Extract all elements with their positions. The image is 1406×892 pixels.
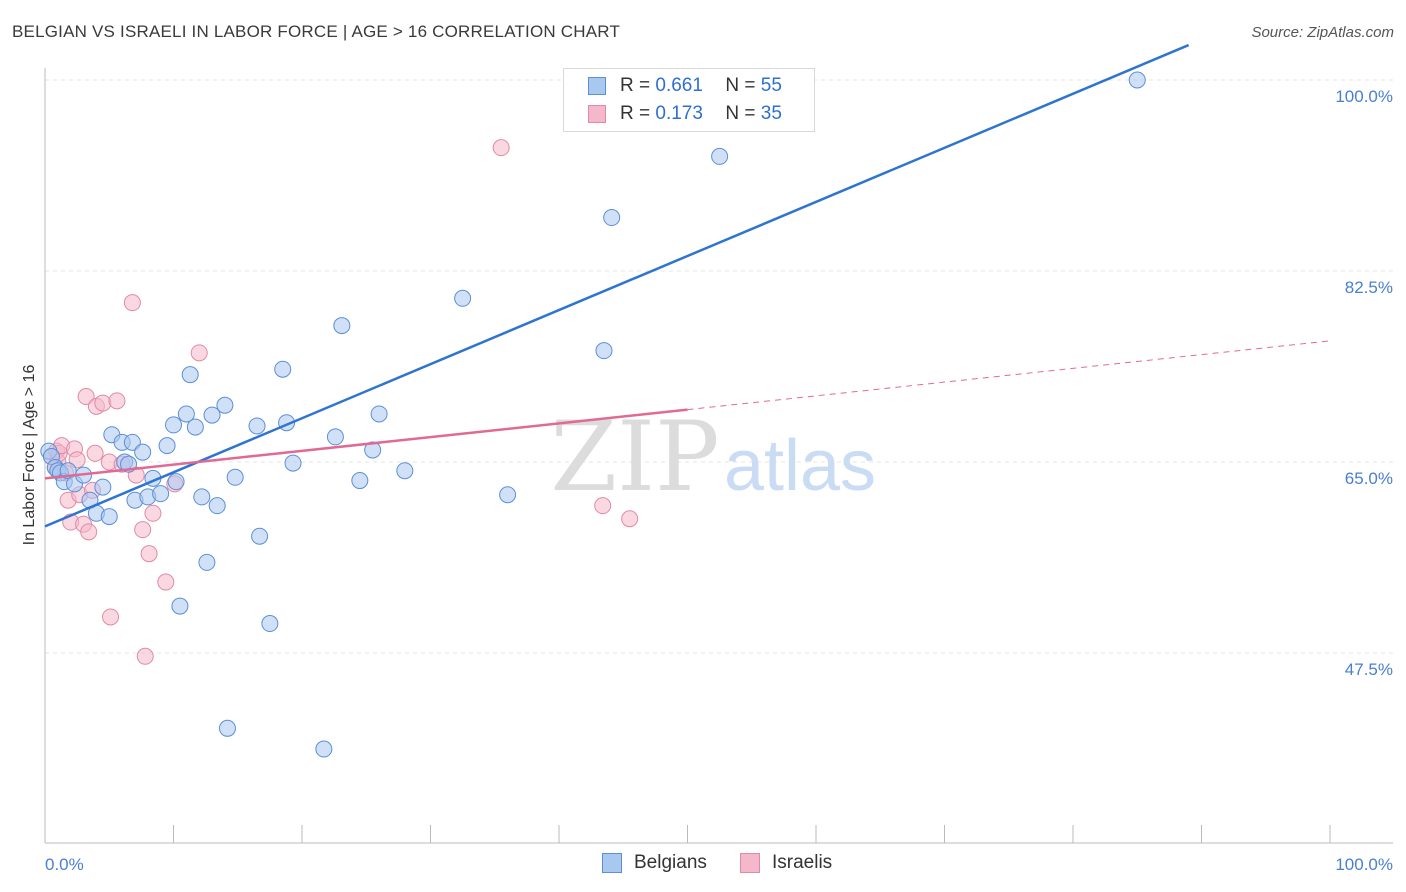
- belgian-point: [100, 508, 118, 526]
- source-label: Source: ZipAtlas.com: [1251, 24, 1394, 41]
- legend-item-israelis[interactable]: Israelis: [740, 852, 832, 874]
- israeli-legend-swatch: [740, 853, 760, 873]
- israeli-point: [102, 608, 120, 626]
- watermark-zip: ZIP: [550, 401, 719, 513]
- correlation-legend: R = 0.661 N = 55 R = 0.173 N = 35: [563, 68, 815, 132]
- israeli-swatch: [588, 105, 606, 123]
- israeli-point: [94, 394, 112, 412]
- tick-labels: 47.5% 65.0% 82.5% 100.0% 0.0% 100.0%: [45, 87, 1393, 874]
- belgian-point: [216, 396, 234, 414]
- israeli-n-value: 35: [760, 103, 782, 124]
- belgian-point: [251, 527, 269, 545]
- legend-row-belgians: R = 0.661 N = 55: [588, 75, 782, 97]
- belgian-point: [158, 437, 176, 455]
- zipatlas-watermark: ZIP atlas: [550, 401, 876, 513]
- belgian-point: [167, 473, 185, 491]
- israeli-point: [144, 504, 162, 522]
- israeli-r-label: R =: [620, 103, 651, 124]
- israeli-point: [80, 523, 98, 541]
- y-axis-label: In Labor Force | Age > 16: [21, 365, 38, 546]
- grid-lines: [45, 79, 1393, 654]
- israeli-point: [594, 497, 612, 515]
- belgian-point: [326, 428, 344, 446]
- israeli-point: [140, 545, 158, 563]
- belgian-legend-label: Belgians: [634, 852, 707, 873]
- israeli-point: [136, 647, 154, 665]
- belgian-point: [218, 719, 236, 737]
- belgian-point: [274, 360, 292, 378]
- belgian-legend-swatch: [602, 853, 622, 873]
- belgian-point: [193, 488, 211, 506]
- israeli-point: [190, 344, 208, 362]
- belgian-point: [333, 317, 351, 335]
- chart-title: BELGIAN VS ISRAELI IN LABOR FORCE | AGE …: [12, 22, 621, 41]
- israeli-n-label: N =: [725, 103, 756, 124]
- israeli-point: [492, 139, 510, 157]
- belgian-point: [1128, 71, 1146, 89]
- israeli-legend-label: Israelis: [772, 852, 833, 873]
- belgian-point: [203, 406, 221, 424]
- belgian-point: [123, 433, 141, 451]
- belgian-point: [315, 740, 333, 758]
- belgian-point: [284, 454, 302, 472]
- israeli-trend-extension: [687, 340, 1331, 411]
- watermark-atlas: atlas: [724, 426, 876, 506]
- israeli-point: [134, 521, 152, 539]
- belgian-point: [134, 443, 152, 461]
- israeli-point: [86, 444, 104, 462]
- y-tick-label: 100.0%: [1335, 87, 1393, 106]
- belgian-n-value: 55: [760, 75, 782, 96]
- belgian-point: [186, 418, 204, 436]
- trend-lines: [44, 43, 1331, 528]
- belgian-point: [396, 462, 414, 480]
- belgian-point: [603, 209, 621, 227]
- israeli-point: [68, 451, 86, 469]
- belgian-point: [370, 405, 388, 423]
- israeli-point: [123, 294, 141, 312]
- belgian-points: [40, 71, 1146, 758]
- belgian-point: [198, 553, 216, 571]
- israeli-trend-line: [44, 408, 688, 480]
- belgian-n-label: N =: [725, 75, 756, 96]
- israeli-point: [108, 392, 126, 410]
- belgian-point: [94, 478, 112, 496]
- belgian-point: [208, 497, 226, 515]
- belgian-r-label: R =: [620, 75, 651, 96]
- belgian-point: [595, 342, 613, 360]
- belgian-point: [499, 486, 517, 504]
- belgian-r-value: 0.661: [655, 75, 703, 96]
- belgian-point: [454, 289, 472, 307]
- y-tick-label: 47.5%: [1345, 660, 1393, 679]
- israeli-point: [77, 388, 95, 406]
- x-tick-label-right: 100.0%: [1335, 855, 1393, 874]
- belgian-point: [152, 485, 170, 503]
- y-tick-label: 65.0%: [1345, 469, 1393, 488]
- belgian-point: [364, 441, 382, 459]
- belgian-point: [261, 615, 279, 633]
- belgian-point: [171, 597, 189, 615]
- y-tick-label: 82.5%: [1345, 278, 1393, 297]
- belgian-point: [181, 366, 199, 384]
- legend-item-belgians[interactable]: Belgians: [602, 852, 707, 874]
- israeli-point: [621, 510, 639, 528]
- belgian-point: [351, 472, 369, 490]
- belgian-swatch: [588, 77, 606, 95]
- belgian-point: [177, 405, 195, 423]
- x-tick-label-left: 0.0%: [45, 855, 84, 874]
- belgian-point: [248, 417, 266, 435]
- belgian-trend-line: [44, 43, 1190, 528]
- legend-row-israelis: R = 0.173 N = 35: [588, 103, 782, 125]
- israeli-r-value: 0.173: [655, 103, 703, 124]
- belgian-point: [711, 147, 729, 165]
- israeli-point: [157, 573, 175, 591]
- belgian-point: [165, 416, 182, 434]
- belgian-point: [226, 468, 244, 486]
